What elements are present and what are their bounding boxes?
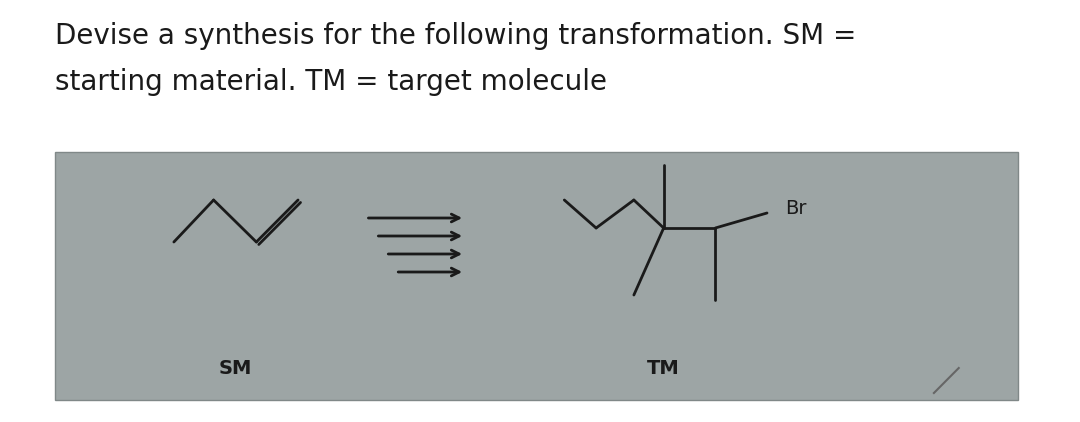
Text: SM: SM [219,359,252,378]
Text: Devise a synthesis for the following transformation. SM =: Devise a synthesis for the following tra… [55,22,856,50]
Text: TM: TM [647,359,680,378]
Text: starting material. TM = target molecule: starting material. TM = target molecule [55,68,607,96]
Text: Br: Br [785,198,807,217]
Bar [55,152,1018,400]
